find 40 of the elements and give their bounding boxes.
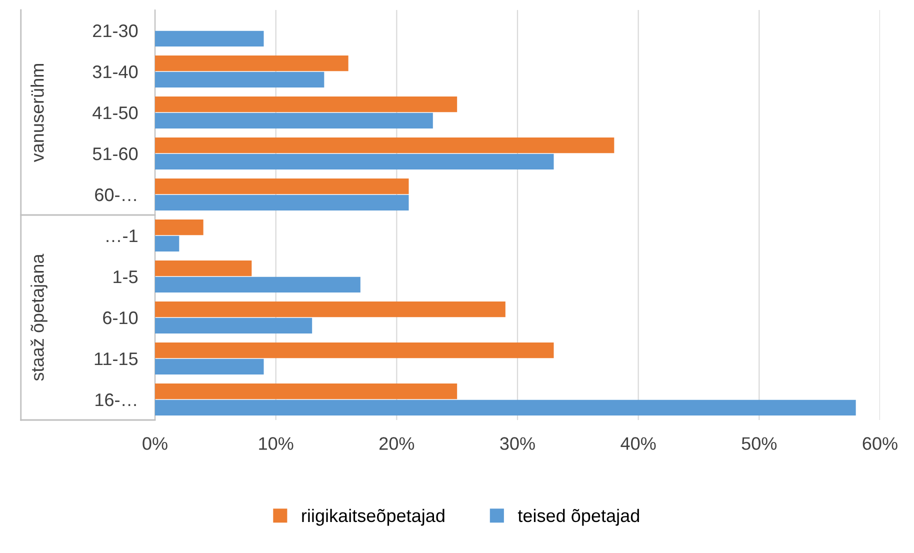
bar	[155, 30, 264, 46]
y-tick-label: 60-…	[95, 188, 136, 202]
bar	[155, 276, 360, 292]
bar	[155, 138, 614, 154]
bar	[155, 400, 856, 416]
bar	[155, 358, 264, 374]
text: staaž õpetajana	[30, 254, 48, 381]
x-tick-label: 50%	[742, 437, 777, 450]
y-tick-label: 11-15	[94, 352, 138, 366]
x-tick-label: 30%	[500, 437, 535, 450]
y-tick-label: 51-60	[92, 147, 138, 160]
bar	[155, 302, 506, 318]
bar	[155, 194, 409, 210]
bar	[155, 112, 433, 128]
x-tick-label: 60%	[862, 437, 898, 450]
text: vanuserühm	[30, 64, 44, 162]
bar	[155, 220, 204, 236]
bar	[155, 236, 180, 252]
bar	[155, 178, 409, 194]
x-tick-label: 0%	[142, 437, 168, 450]
legend-label: riigikaitseõpetajad	[302, 508, 444, 526]
bar	[155, 318, 312, 334]
legend-label: teised õpetajad	[518, 508, 639, 526]
y-tick-label: 31-40	[92, 65, 138, 78]
bar	[155, 384, 458, 400]
y-tick-label: 41-50	[92, 106, 138, 120]
bar	[155, 96, 458, 112]
y-tick-label: 16-…	[96, 393, 136, 406]
y-tick-label: 6-10	[103, 311, 138, 324]
y-tick-label: 21-30	[93, 24, 138, 38]
x-tick-label: 10%	[259, 437, 294, 450]
y-tick-label: …-1	[106, 230, 138, 242]
bar	[155, 342, 554, 358]
bar	[155, 56, 348, 72]
bar	[155, 72, 324, 88]
x-tick-label: 20%	[380, 437, 414, 450]
x-tick-label: 40%	[620, 437, 656, 450]
bar	[155, 154, 554, 170]
y-tick-label: 1-5	[114, 270, 138, 284]
bar	[155, 260, 252, 276]
